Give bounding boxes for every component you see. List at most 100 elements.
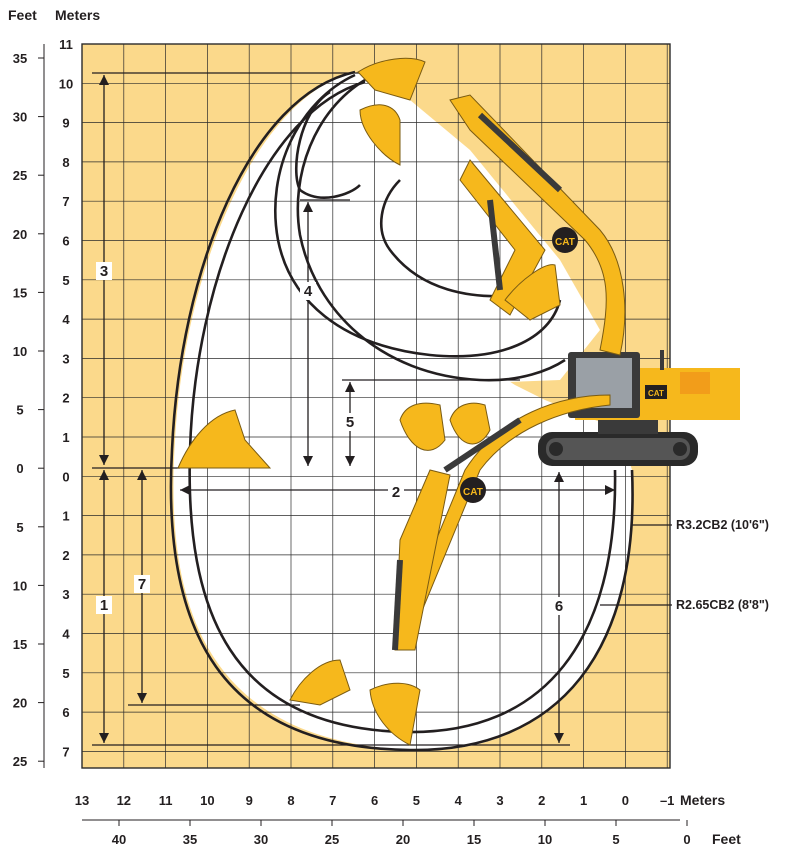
dig-curve-inner-2 <box>296 78 566 382</box>
bucket-bottom-center <box>369 682 421 746</box>
feet-bottom-tick-label: 15 <box>467 832 481 847</box>
meters-tick-label: 1 <box>62 509 69 524</box>
meters-bottom-tick-label: 1 <box>580 793 587 808</box>
dimension-arrows <box>99 75 615 743</box>
meters-bottom-tick-label: 7 <box>329 793 336 808</box>
dimension-label-2: 2 <box>392 484 400 501</box>
grid <box>82 43 670 768</box>
feet-bottom-tick-label: 30 <box>254 832 268 847</box>
dimension-label-7: 7 <box>138 576 146 593</box>
meters-tick-label: 4 <box>62 312 70 327</box>
reach-envelopes <box>169 70 634 752</box>
feet-tick-label: 20 <box>13 227 27 242</box>
bucket-center-1 <box>399 402 446 451</box>
bucket-center-2 <box>449 402 491 445</box>
excavator-base: CAT <box>538 350 740 466</box>
meters-tick-label: 10 <box>59 76 73 91</box>
feet-tick-label: 30 <box>13 110 27 125</box>
svg-text:CAT: CAT <box>463 487 483 498</box>
feet-tick-label: 15 <box>13 637 27 652</box>
envelope-r265cb2 <box>188 80 617 734</box>
dimension-label-5: 5 <box>346 414 354 431</box>
meters-bottom-tick-label: 6 <box>371 793 378 808</box>
buckets <box>177 57 561 746</box>
meters-tick-label: 7 <box>62 744 69 759</box>
feet-tick-label: 5 <box>16 403 23 418</box>
hook-curve <box>294 90 361 199</box>
feet-tick-label: 0 <box>16 461 23 476</box>
feet-bottom-tick-label: 40 <box>112 832 126 847</box>
bucket-top-right <box>357 57 426 101</box>
feet-tick-label: 25 <box>13 168 27 183</box>
meters-tick-label: 8 <box>62 155 69 170</box>
feet-tick-label: 25 <box>13 754 27 769</box>
dimension-label-3: 3 <box>100 263 108 280</box>
dimension-label-4: 4 <box>304 283 313 300</box>
bucket-bottom-left <box>289 659 351 706</box>
meters-bottom-tick-label: 11 <box>159 793 173 808</box>
meters-bottom-label: Meters <box>680 792 725 808</box>
series-label-r32cb2: R3.2CB2 (10'6") <box>676 518 769 532</box>
meters-bottom-tick-label: 9 <box>246 793 253 808</box>
dimension-label-6: 6 <box>555 598 563 615</box>
cat-logo-upper: CAT <box>552 227 578 253</box>
feet-bottom-tick-label: 20 <box>396 832 410 847</box>
bucket-left <box>177 409 272 469</box>
meters-bottom-tick-label: 5 <box>413 793 420 808</box>
feet-bottom-tick-label: 0 <box>683 832 690 847</box>
meters-bottom-tick-label: 13 <box>75 793 89 808</box>
meters-tick-label: 11 <box>59 37 73 52</box>
lower-boom-arm: CAT <box>392 394 611 651</box>
meters-tick-label: 2 <box>62 391 69 406</box>
dimension-labels: 1 2 3 4 5 6 7 <box>96 262 567 615</box>
feet-tick-label: 35 <box>13 51 27 66</box>
meters-bottom-tick-label: 12 <box>117 793 131 808</box>
meters-bottom-tick-label: 3 <box>496 793 503 808</box>
meters-tick-label: 0 <box>62 469 69 484</box>
feet-tick-label: 10 <box>13 578 27 593</box>
meters-tick-label: 5 <box>62 273 69 288</box>
meters-tick-label: 6 <box>62 705 69 720</box>
meters-left-label: Meters <box>55 7 100 23</box>
bucket-mid <box>504 264 561 321</box>
meters-tick-label: 7 <box>62 194 69 209</box>
feet-bottom-tick-label: 35 <box>183 832 197 847</box>
feet-tick-label: 20 <box>13 696 27 711</box>
meters-tick-label: 2 <box>62 548 69 563</box>
meters-tick-label: 5 <box>62 666 69 681</box>
left-axis: 1110987654321012345673530252015105051015… <box>13 37 73 769</box>
dimension-label-bg <box>134 575 150 593</box>
feet-left-label: Feet <box>8 7 37 23</box>
meters-tick-label: 6 <box>62 234 69 249</box>
envelope-r32cb2 <box>169 70 634 752</box>
dimension-label-bg <box>300 282 316 300</box>
svg-text:CAT: CAT <box>555 237 575 248</box>
dimension-label-bg <box>96 596 112 614</box>
meters-bottom-tick-label: 10 <box>200 793 214 808</box>
dimension-label-bg <box>551 597 567 615</box>
dimension-label-bg <box>388 483 404 501</box>
feet-bottom-label: Feet <box>712 831 741 847</box>
feet-bottom-tick-label: 10 <box>538 832 552 847</box>
meters-tick-label: 9 <box>62 116 69 131</box>
feet-tick-label: 10 <box>13 344 27 359</box>
upper-boom-arm: CAT <box>449 94 626 356</box>
meters-bottom-tick-label: 4 <box>455 793 463 808</box>
series-label-r265cb2: R2.65CB2 (8'8") <box>676 598 769 612</box>
feet-bottom-tick-label: 25 <box>325 832 339 847</box>
meters-tick-label: 3 <box>62 351 69 366</box>
cat-logo-lower: CAT <box>460 477 486 503</box>
feet-bottom-tick-label: 5 <box>612 832 619 847</box>
bucket-top-left <box>359 104 401 166</box>
feet-tick-label: 15 <box>13 285 27 300</box>
dimension-label-1: 1 <box>100 597 108 614</box>
meters-bottom-tick-label: 2 <box>538 793 545 808</box>
meters-tick-label: 1 <box>62 430 69 445</box>
feet-tick-label: 5 <box>16 520 23 535</box>
meters-bottom-tick-label: 8 <box>287 793 294 808</box>
dig-curve-inner <box>273 73 562 358</box>
meters-tick-label: 4 <box>62 627 70 642</box>
hook-curve-2 <box>379 179 521 298</box>
meters-bottom-tick-label: 0 <box>622 793 629 808</box>
